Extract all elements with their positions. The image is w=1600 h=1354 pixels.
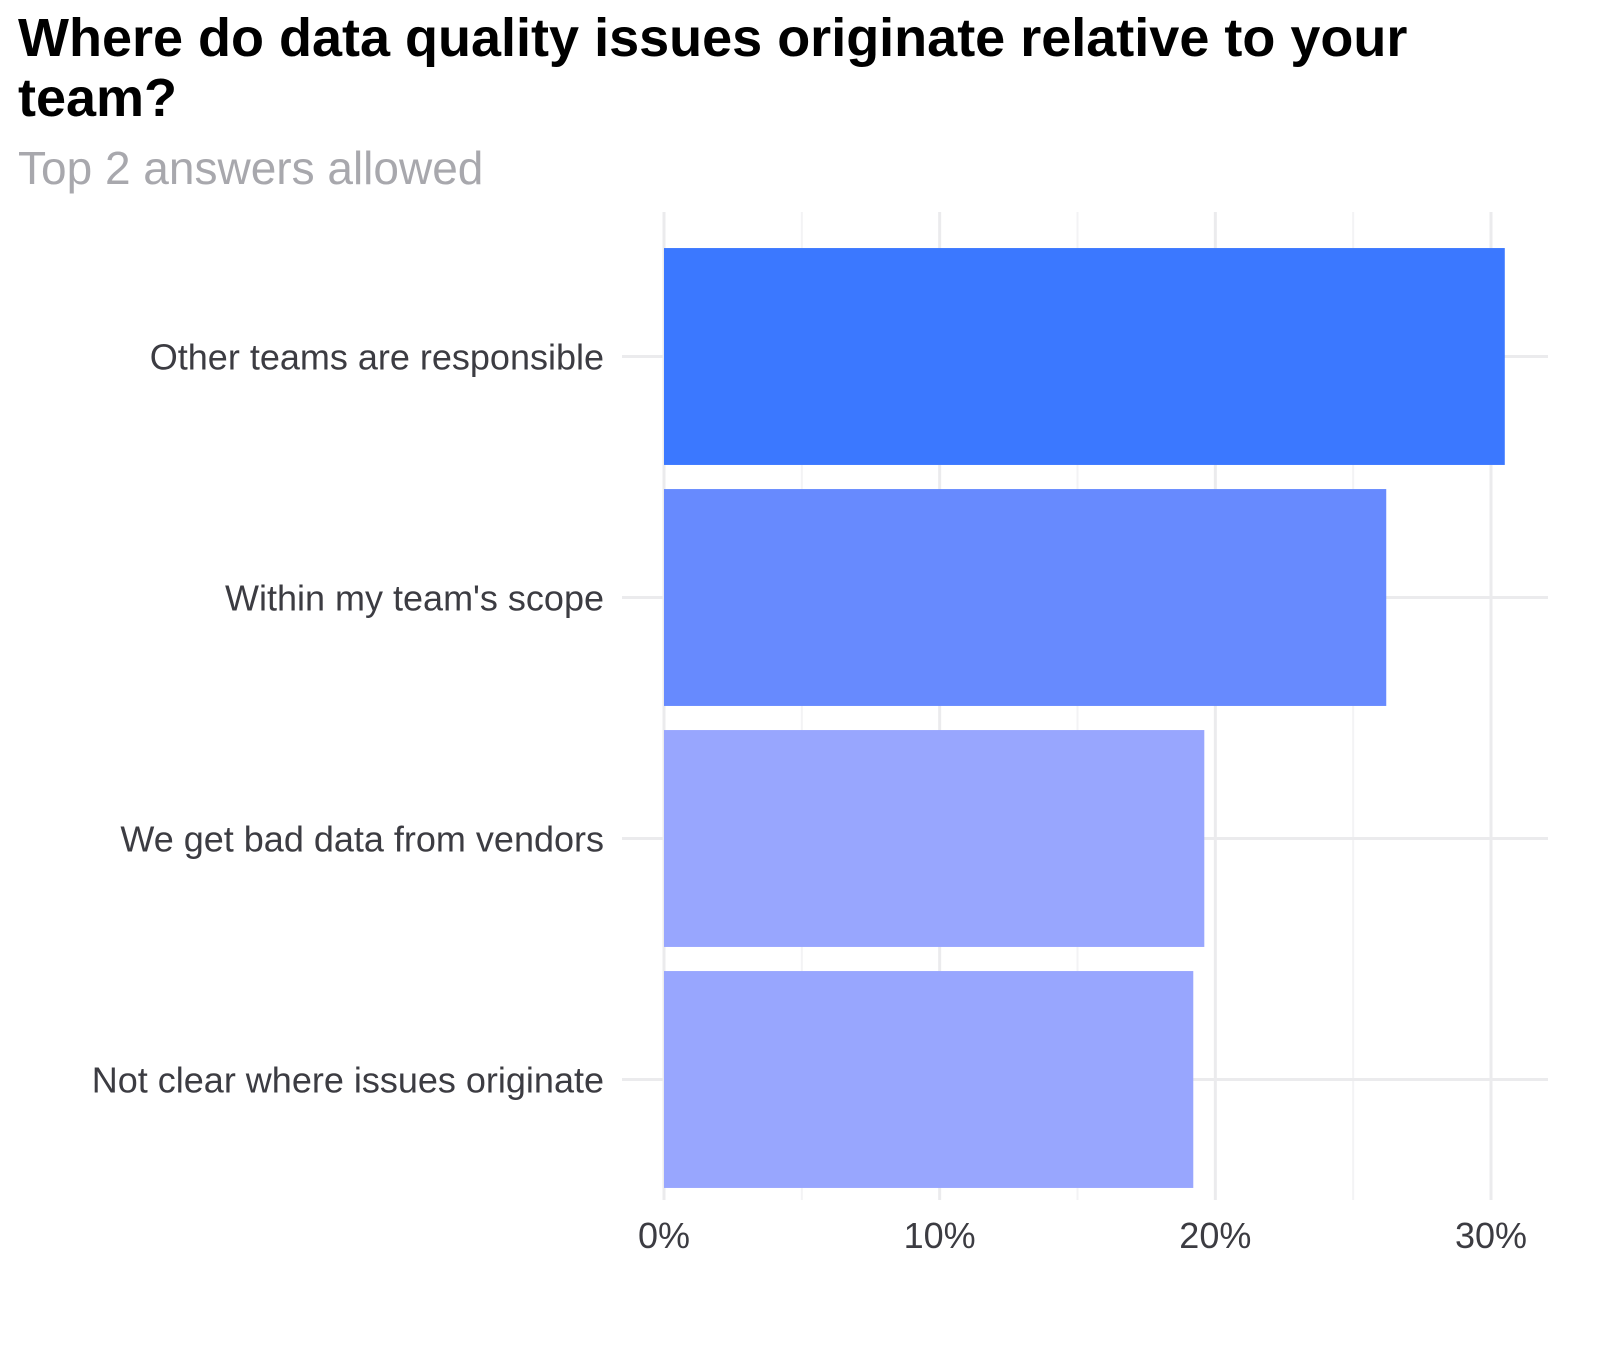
x-tick-label: 0% bbox=[638, 1215, 690, 1256]
bar-3 bbox=[664, 971, 1194, 1188]
x-tick-label: 10% bbox=[904, 1215, 976, 1256]
bars bbox=[664, 248, 1505, 1188]
category-label: We get bad data from vendors bbox=[120, 819, 604, 860]
x-tick-label: 20% bbox=[1179, 1215, 1251, 1256]
category-labels: Other teams are responsible Within my tea… bbox=[92, 337, 604, 1101]
x-tick-label: 30% bbox=[1455, 1215, 1527, 1256]
bar-2 bbox=[664, 730, 1205, 947]
category-label: Within my team's scope bbox=[225, 578, 604, 619]
category-label: Other teams are responsible bbox=[150, 337, 604, 378]
category-label: Not clear where issues originate bbox=[92, 1060, 604, 1101]
bar-1 bbox=[664, 489, 1387, 706]
bar-0 bbox=[664, 248, 1505, 465]
chart-title: Where do data quality issues originate r… bbox=[18, 8, 1408, 128]
x-axis-tick-labels: 0% 10% 20% 30% bbox=[638, 1215, 1527, 1256]
chart-subtitle: Top 2 answers allowed bbox=[18, 142, 484, 194]
